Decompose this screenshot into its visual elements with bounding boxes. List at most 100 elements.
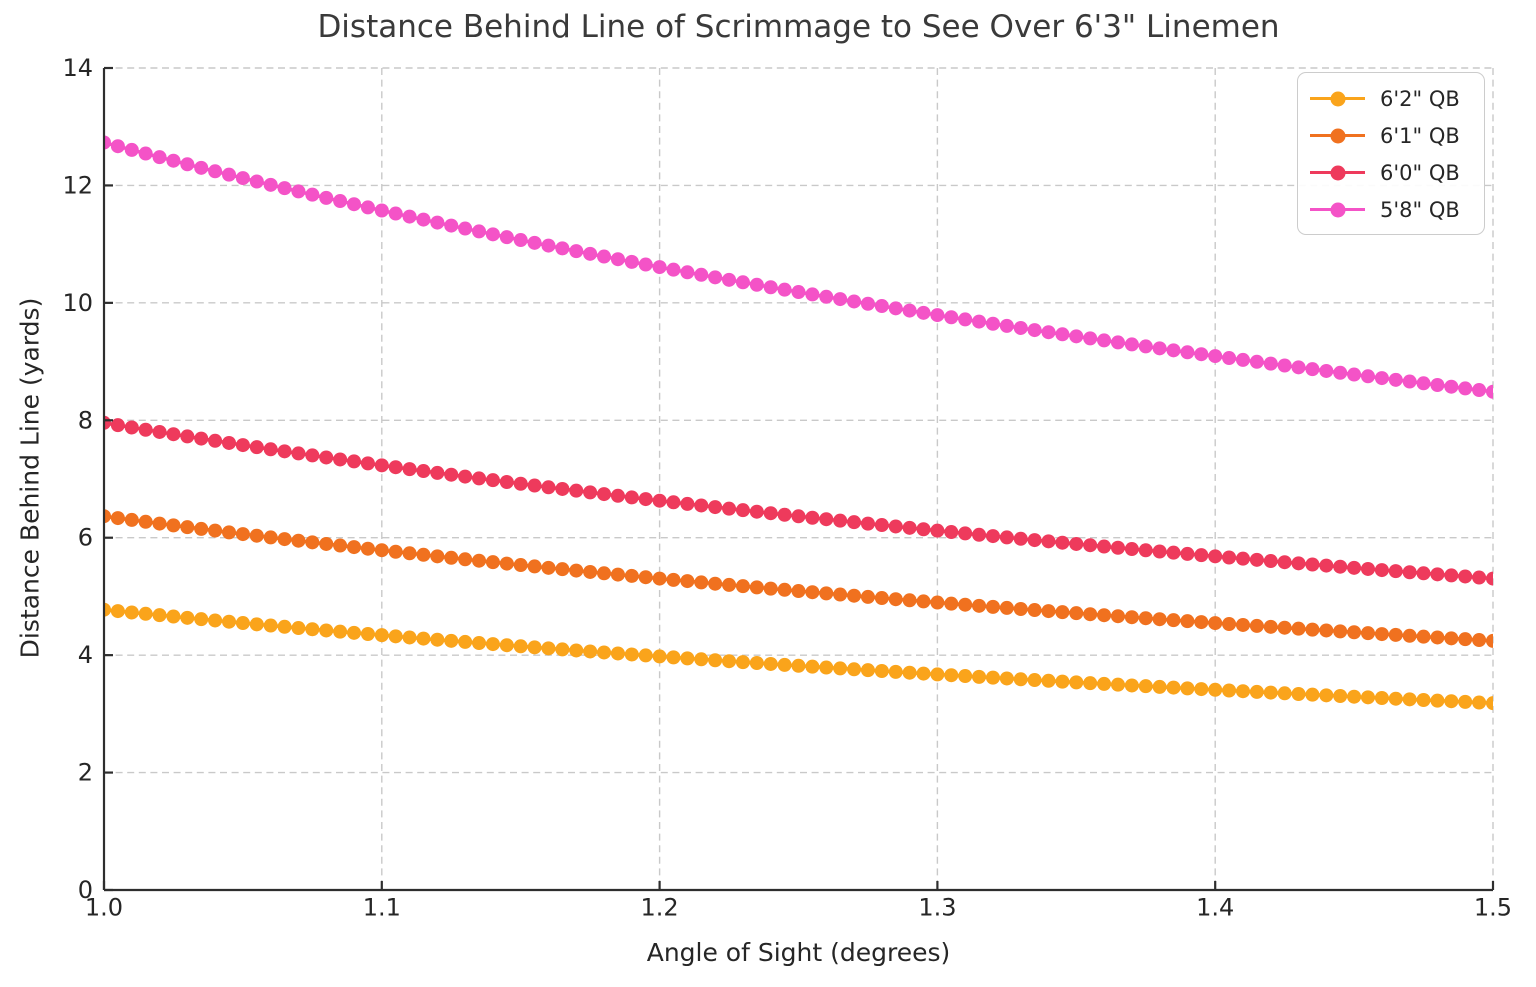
data-point <box>1291 556 1306 571</box>
data-point <box>1194 682 1209 697</box>
data-point <box>1110 540 1125 555</box>
legend-line-marker-icon <box>1310 201 1365 218</box>
legend-line-marker-icon <box>1310 127 1365 144</box>
data-point <box>680 496 695 511</box>
data-point <box>888 664 903 679</box>
data-point <box>694 575 709 590</box>
data-point <box>444 218 459 233</box>
data-point <box>860 516 875 531</box>
data-point <box>458 634 473 649</box>
data-point <box>597 249 612 264</box>
data-point <box>1374 563 1389 578</box>
data-point <box>1319 688 1334 703</box>
data-point <box>680 574 695 589</box>
data-point <box>1374 371 1389 386</box>
data-point <box>527 235 542 250</box>
data-point <box>1291 360 1306 375</box>
data-point <box>138 422 153 437</box>
data-point <box>499 638 514 653</box>
data-point <box>749 580 764 595</box>
data-point <box>624 647 639 662</box>
data-point <box>1083 331 1098 346</box>
x-tick-label: 1.1 <box>363 894 401 922</box>
data-point <box>1041 534 1056 549</box>
data-point <box>902 520 917 535</box>
data-point <box>1152 341 1167 356</box>
data-point <box>319 190 334 205</box>
data-point <box>402 462 417 477</box>
data-point <box>1458 632 1473 647</box>
data-point <box>1263 619 1278 634</box>
data-point <box>1208 616 1223 631</box>
data-point <box>104 509 111 524</box>
data-point <box>319 536 334 551</box>
data-point <box>569 643 584 658</box>
data-point <box>194 521 209 536</box>
data-point <box>777 507 792 522</box>
data-point <box>555 562 570 577</box>
data-point <box>388 629 403 644</box>
data-point <box>1097 676 1112 691</box>
data-point <box>749 504 764 519</box>
legend: 6'2" QB 6'1" QB 6'0" QB 5'8" QB <box>1297 72 1485 235</box>
axes-spines <box>102 68 1493 892</box>
data-point <box>569 483 584 498</box>
data-point <box>305 622 320 637</box>
data-point <box>291 533 306 548</box>
data-point <box>930 523 945 538</box>
data-point <box>194 160 209 175</box>
y-tick-label: 14 <box>62 54 93 82</box>
data-point <box>1222 683 1237 698</box>
series-5-8-qb <box>104 135 1493 399</box>
data-point <box>597 645 612 660</box>
data-point <box>735 579 750 594</box>
data-point <box>777 657 792 672</box>
data-point <box>513 476 528 491</box>
data-point <box>1055 535 1070 550</box>
data-point <box>194 431 209 446</box>
data-point <box>1388 691 1403 706</box>
data-point <box>1222 550 1237 565</box>
data-point <box>1430 567 1445 582</box>
data-point <box>652 571 667 586</box>
data-point <box>1055 674 1070 689</box>
data-point <box>1194 548 1209 563</box>
data-point <box>374 203 389 218</box>
data-point <box>1305 687 1320 702</box>
data-point <box>1416 693 1431 708</box>
data-point <box>347 197 362 212</box>
data-point <box>1097 608 1112 623</box>
data-point <box>235 438 250 453</box>
data-point <box>1402 565 1417 580</box>
data-point <box>999 600 1014 615</box>
data-point <box>263 530 278 545</box>
data-point <box>1027 673 1042 688</box>
data-point <box>1388 627 1403 642</box>
data-point <box>777 582 792 597</box>
y-tick-label: 4 <box>78 641 93 669</box>
x-tick-label: 1.2 <box>641 894 679 922</box>
data-point <box>708 500 723 515</box>
data-point <box>972 527 987 542</box>
data-point <box>1152 612 1167 627</box>
data-point <box>902 593 917 608</box>
data-point <box>805 585 820 600</box>
data-point <box>722 272 737 287</box>
data-point <box>652 260 667 275</box>
data-point <box>902 303 917 318</box>
data-point <box>360 200 375 215</box>
data-point <box>1124 610 1139 625</box>
data-point <box>1444 694 1459 709</box>
data-point <box>402 209 417 224</box>
data-point <box>485 555 500 570</box>
data-point <box>652 649 667 664</box>
data-point <box>666 650 681 665</box>
data-point <box>610 567 625 582</box>
data-point <box>333 538 348 553</box>
data-point <box>999 671 1014 686</box>
data-point <box>527 478 542 493</box>
data-point <box>1486 384 1493 399</box>
data-point <box>805 510 820 525</box>
data-point <box>1263 356 1278 371</box>
data-point <box>749 277 764 292</box>
